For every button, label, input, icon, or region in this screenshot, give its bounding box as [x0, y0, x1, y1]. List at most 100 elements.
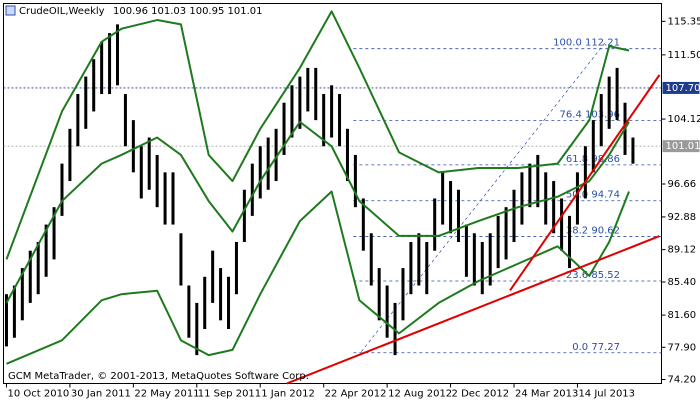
price-bar [592, 120, 595, 172]
price-bar [100, 42, 103, 94]
price-bar [338, 94, 341, 146]
price-bar [243, 190, 246, 242]
fib-ratio: 76.4 [560, 109, 582, 120]
price-bar [386, 285, 389, 337]
price-bar [179, 233, 182, 285]
price-bar [465, 225, 468, 277]
price-bar [568, 216, 571, 268]
y-tick-label: 81.60 [668, 310, 697, 321]
price-bar [172, 172, 175, 224]
fib-price: 85.52 [591, 270, 620, 281]
price-bar [544, 172, 547, 224]
price-bar [37, 242, 40, 294]
price-bar [489, 233, 492, 285]
price-bar [132, 120, 135, 172]
fib-ratio: 100.0 [553, 38, 582, 49]
price-bar [425, 242, 428, 294]
x-tick-label: 11 Sep 2011 [198, 389, 261, 400]
price-bar [631, 138, 634, 164]
price-bar [219, 268, 222, 320]
price-bar [417, 233, 420, 285]
price-bar [60, 164, 63, 216]
chart-title: CrudeOIL,Weekly [19, 6, 105, 17]
price-bar [156, 155, 159, 207]
price-bar [306, 68, 309, 112]
x-tick-label: 12 Aug 2012 [388, 389, 452, 400]
price-bar [401, 268, 404, 320]
y-tick-label: 115.35 [668, 16, 700, 27]
price-bar [505, 207, 508, 259]
price-bar [124, 94, 127, 146]
fib-price: 94.74 [591, 190, 620, 201]
price-bar [536, 155, 539, 207]
price-bar [457, 190, 460, 242]
price-bar [290, 85, 293, 137]
price-bar [528, 164, 531, 208]
price-bar [354, 155, 357, 207]
fib-price: 77.27 [591, 342, 620, 353]
price-bar [616, 68, 619, 120]
price-bar [576, 172, 579, 224]
price-bar [433, 198, 436, 250]
price-bar [378, 268, 381, 320]
price-bar [76, 94, 79, 146]
price-bar [608, 77, 611, 129]
x-tick-label: 30 Jan 2011 [71, 389, 131, 400]
price-bar [409, 242, 412, 294]
price-bar [92, 59, 95, 111]
x-tick-label: 2 Dec 2012 [452, 389, 510, 400]
price-bar [164, 172, 167, 224]
price-bar [267, 138, 270, 190]
price-bar [560, 198, 563, 250]
x-tick-label: 22 Apr 2012 [325, 389, 387, 400]
y-tick-label: 111.50 [668, 50, 700, 61]
price-bar [513, 190, 516, 242]
y-tick-label: 74.20 [668, 374, 697, 385]
price-bar [441, 172, 444, 224]
price-bar [520, 172, 523, 224]
icon [6, 6, 15, 15]
price-bar [497, 216, 500, 268]
price-level-label: 107.70 [666, 83, 700, 94]
x-tick-label: 22 May 2011 [134, 389, 199, 400]
price-bar [227, 277, 230, 329]
price-bar [211, 251, 214, 303]
price-bar [600, 94, 603, 146]
price-bar [584, 146, 587, 198]
y-tick-label: 85.40 [668, 277, 697, 288]
price-bar [13, 285, 16, 337]
footer: GCM MetaTrader, © 2001-2013, MetaQuotes … [8, 371, 309, 382]
price-bar [187, 285, 190, 337]
price-bar [108, 33, 111, 94]
y-tick-label: 89.12 [668, 245, 697, 256]
x-tick-label: 10 Oct 2010 [7, 389, 69, 400]
y-tick-label: 96.66 [668, 179, 697, 190]
quote: 100.96 101.03 100.95 101.01 [113, 6, 263, 17]
price-level-label: 101.01 [666, 141, 700, 152]
price-bar [203, 277, 206, 329]
y-tick-label: 92.88 [668, 212, 697, 223]
price-bar [140, 146, 143, 198]
fib-label: 0.0 77.27 [572, 342, 620, 353]
price-bar [68, 129, 71, 181]
price-bar [235, 242, 238, 294]
price-bar [116, 24, 119, 85]
price-bar [473, 233, 476, 285]
price-bar [346, 129, 349, 181]
x-tick-label: 14 Jul 2013 [578, 389, 635, 400]
price-bar [251, 164, 254, 216]
price-bar [330, 85, 333, 137]
price-bar [259, 146, 262, 198]
price-bar [370, 233, 373, 285]
x-tick-label: 24 Mar 2013 [515, 389, 578, 400]
price-bar [314, 68, 317, 120]
price-bar [148, 138, 151, 190]
y-tick-label: 77.90 [668, 342, 697, 353]
x-tick-label: 1 Jan 2012 [261, 389, 315, 400]
price-bar [84, 77, 87, 129]
fib-ratio: 0.0 [572, 342, 588, 353]
y-tick-label: 104.12 [668, 114, 700, 125]
price-bar [449, 181, 452, 233]
price-bar [481, 242, 484, 294]
